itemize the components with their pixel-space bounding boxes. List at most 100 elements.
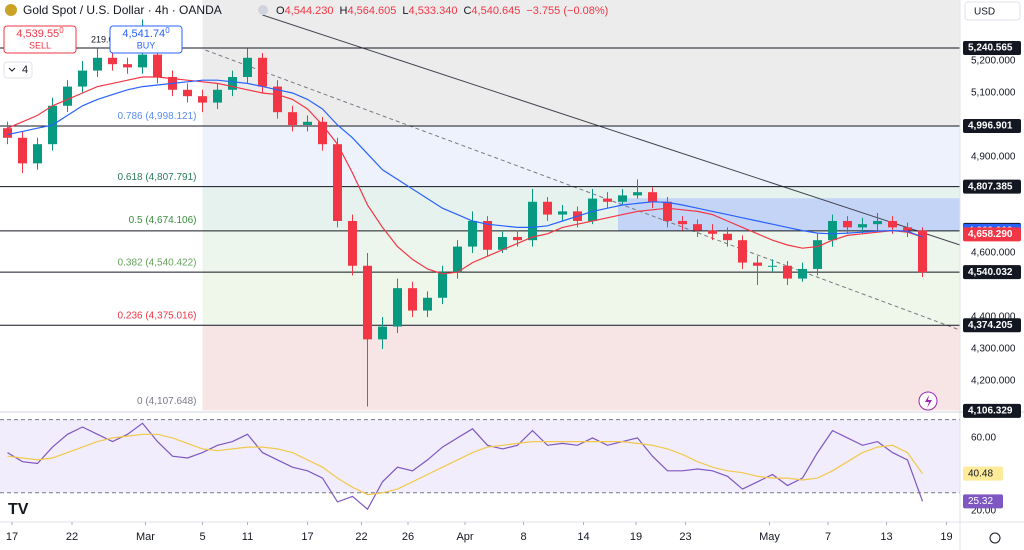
value-label-box: [963, 494, 1003, 509]
y-tick-label: 4,600.000: [971, 248, 1016, 259]
ohlc-key: O: [276, 5, 285, 17]
candle-body: [123, 64, 132, 68]
candle-body: [693, 224, 702, 231]
candle-body: [198, 96, 207, 103]
candle-body: [273, 86, 282, 113]
candle-body: [333, 144, 342, 221]
trend-line: [205, 49, 961, 331]
value-label: 25.32: [968, 496, 993, 507]
x-tick-label: Mar: [136, 531, 155, 543]
price-label: 4,807.385: [968, 181, 1013, 192]
y-tick-label: 4,400.000: [971, 312, 1016, 323]
candle-body: [543, 201, 552, 215]
candle-body: [678, 220, 687, 225]
sell-button[interactable]: [3, 25, 77, 54]
candle-body: [633, 192, 642, 196]
y-tick-label: 5,100.000: [971, 88, 1016, 99]
y-tick-label: 60.00: [971, 433, 996, 444]
indicators-toggle[interactable]: [3, 61, 33, 79]
candle-body: [663, 201, 672, 221]
ohlc-value: 4,533.340: [409, 5, 458, 17]
currency: USD: [974, 7, 995, 18]
ohlc-key: L: [402, 5, 408, 17]
candle-body: [453, 246, 462, 273]
ohlc-change: −3.755 (−0.08%): [526, 5, 608, 17]
candle-body: [288, 112, 297, 125]
x-tick-label: 7: [825, 531, 831, 543]
candle-body: [93, 57, 102, 71]
price-label-box: [963, 179, 1021, 194]
ohlc-values: O4,544.230 H4,564.605 L4,533.340 C4,540.645…: [276, 5, 608, 17]
candle-body: [183, 89, 192, 97]
settings-icon[interactable]: [989, 532, 1001, 544]
candle-body: [468, 220, 477, 247]
candle-body: [423, 297, 432, 311]
candle-body: [798, 268, 807, 279]
candle-body: [303, 121, 312, 125]
candle-body: [18, 137, 27, 164]
candle-body: [408, 288, 417, 311]
candle-body: [783, 265, 792, 279]
x-tick-label: 13: [880, 531, 892, 543]
moving-average: [7, 76, 923, 275]
y-tick-label: 4,200.000: [971, 376, 1016, 387]
trend-line: [262, 14, 961, 246]
y-tick-label: 20.00: [971, 506, 996, 517]
moving-average: [7, 79, 923, 238]
candle-body: [753, 262, 762, 266]
price-label: 4,996.901: [968, 121, 1013, 132]
fib-label: 0 (4,107.648): [137, 396, 197, 407]
rsi-line: [7, 433, 923, 496]
candle-body: [33, 144, 42, 164]
x-tick-label: 11: [242, 531, 253, 543]
candle-body: [588, 198, 597, 221]
x-tick-label: 17: [6, 531, 18, 543]
candle-body: [498, 236, 507, 250]
candle-body: [618, 195, 627, 202]
price-label-box: [963, 403, 1021, 418]
ohlc-value: 4,540.645: [471, 5, 520, 17]
y-tick-label: 4,300.000: [971, 344, 1016, 355]
ohlc-value: 4,564.605: [347, 5, 396, 17]
price-label: 4,106.329: [968, 406, 1013, 417]
candle-body: [738, 240, 747, 263]
candle-body: [903, 227, 912, 231]
fib-label: 0.382 (4,540.422): [118, 258, 197, 269]
x-tick-label: 5: [199, 531, 205, 543]
sell-label: SELL: [29, 40, 51, 50]
candle-body: [363, 265, 372, 340]
price-label: 4,374.205: [968, 320, 1013, 331]
candle-body: [873, 220, 882, 225]
candle-body: [243, 57, 252, 77]
candle-body: [708, 230, 717, 234]
y-tick-label: 4,900.000: [971, 152, 1016, 163]
rsi-band: [0, 419, 960, 493]
currency-button[interactable]: [964, 1, 1021, 21]
candle-body: [828, 220, 837, 241]
rsi-line: [7, 422, 924, 511]
price-label: 4,540.032: [968, 267, 1013, 278]
sell-price: 4,539.550: [16, 26, 64, 40]
buy-button[interactable]: [109, 25, 183, 54]
chevron: [8, 67, 16, 72]
spread-text: 219.0: [91, 34, 114, 44]
candle-body: [648, 192, 657, 202]
fib-zone: [202, 0, 960, 126]
candle-body: [603, 198, 612, 202]
x-tick-label: 22: [355, 531, 367, 543]
candle-body: [768, 265, 777, 267]
candle-body: [528, 201, 537, 241]
candle-body: [858, 224, 867, 228]
candle-body: [843, 220, 852, 228]
candle-body: [108, 57, 117, 65]
x-tick-label: 19: [630, 531, 642, 543]
ohlc-value: 4,544.230: [285, 5, 334, 17]
value-label: 40.48: [968, 468, 993, 479]
candle-body: [348, 220, 357, 266]
ohlc-key: C: [463, 5, 471, 17]
price-label-box: [963, 118, 1021, 133]
alert-bolt: [925, 395, 932, 408]
candle-body: [888, 220, 897, 228]
candle-body: [723, 233, 732, 241]
